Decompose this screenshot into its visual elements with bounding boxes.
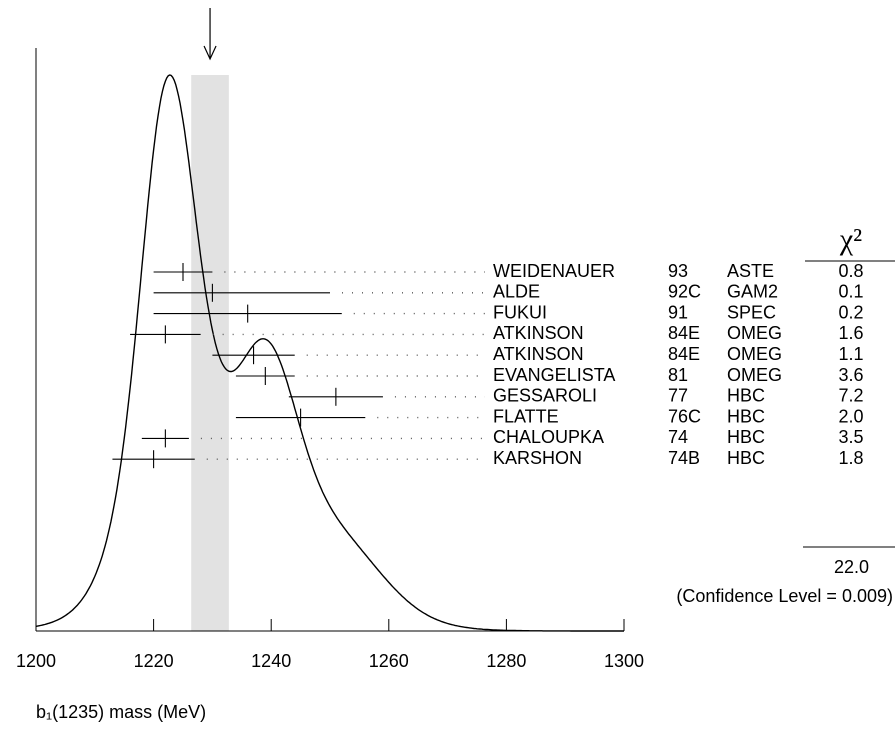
technique: HBC [727, 386, 765, 406]
technique: HBC [727, 427, 765, 447]
x-tick-label: 1240 [251, 651, 291, 671]
author: WEIDENAUER [493, 261, 615, 281]
author: KARSHON [493, 448, 582, 468]
year: 92C [668, 282, 701, 302]
x-tick-label: 1300 [604, 651, 644, 671]
technique: HBC [727, 448, 765, 468]
author: CHALOUPKA [493, 427, 604, 447]
author: EVANGELISTA [493, 365, 615, 385]
chi2-header: χ² [839, 223, 862, 256]
x-tick-label: 1200 [16, 651, 56, 671]
arrow-head [203, 45, 217, 61]
technique: SPEC [727, 302, 776, 322]
year: 74 [668, 427, 688, 447]
chi2: 1.6 [838, 323, 863, 343]
year: 93 [668, 261, 688, 281]
author: ATKINSON [493, 344, 584, 364]
x-axis-label: b₁(1235) mass (MeV) [36, 702, 206, 722]
technique: OMEG [727, 344, 782, 364]
chi2: 3.5 [838, 427, 863, 447]
x-tick-label: 1220 [134, 651, 174, 671]
year: 77 [668, 386, 688, 406]
author: FLATTE [493, 406, 559, 426]
x-tick-label: 1280 [486, 651, 526, 671]
technique: ASTE [727, 261, 774, 281]
author: FUKUI [493, 302, 547, 322]
chi2: 1.8 [838, 448, 863, 468]
year: 84E [668, 344, 700, 364]
chi2: 0.2 [838, 302, 863, 322]
year: 74B [668, 448, 700, 468]
chi2: 3.6 [838, 365, 863, 385]
chi2-total: 22.0 [834, 557, 869, 577]
technique: HBC [727, 406, 765, 426]
author: ATKINSON [493, 323, 584, 343]
chi2: 2.0 [838, 406, 863, 426]
technique: OMEG [727, 323, 782, 343]
technique: OMEG [727, 365, 782, 385]
ideogram [35, 74, 624, 632]
year: 84E [668, 323, 700, 343]
chi2: 7.2 [838, 386, 863, 406]
confidence-level: (Confidence Level = 0.009) [676, 586, 893, 606]
author: ALDE [493, 282, 540, 302]
technique: GAM2 [727, 282, 778, 302]
chi2: 1.1 [838, 344, 863, 364]
year: 76C [668, 406, 701, 426]
average-band [191, 75, 229, 631]
year: 91 [668, 302, 688, 322]
x-tick-label: 1260 [369, 651, 409, 671]
chi2: 0.1 [838, 282, 863, 302]
chi2: 0.8 [838, 261, 863, 281]
author: GESSAROLI [493, 386, 597, 406]
year: 81 [668, 365, 688, 385]
